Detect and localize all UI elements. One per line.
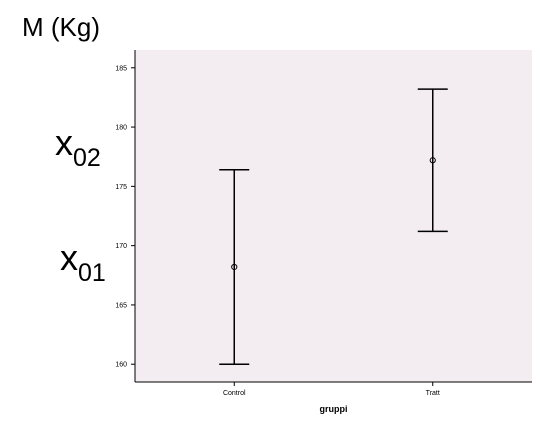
x-axis-label: gruppi	[320, 404, 348, 414]
x-tick-label: Control	[223, 390, 246, 397]
y-ticks: 160 165 170 175 180 185	[115, 65, 135, 368]
y-tick-label: 170	[115, 243, 127, 250]
y-axis-label: M (Kg)	[22, 12, 100, 43]
annotation-x02-sub: 02	[73, 144, 101, 172]
y-tick-label: 160	[115, 362, 127, 369]
y-tick-label: 185	[115, 65, 127, 72]
annotation-x01: x01	[60, 240, 106, 286]
annotation-x02: x02	[55, 125, 101, 171]
y-tick-label: 180	[115, 125, 127, 132]
annotation-x02-base: x	[55, 122, 73, 163]
annotation-x01-base: x	[60, 237, 78, 278]
y-tick-label: 165	[115, 302, 127, 309]
x-tick-label: Tratt	[426, 390, 440, 397]
plot-area	[135, 50, 532, 382]
y-tick-label: 175	[115, 184, 127, 191]
annotation-x01-sub: 01	[78, 259, 106, 287]
x-ticks: Control Tratt	[223, 382, 440, 397]
